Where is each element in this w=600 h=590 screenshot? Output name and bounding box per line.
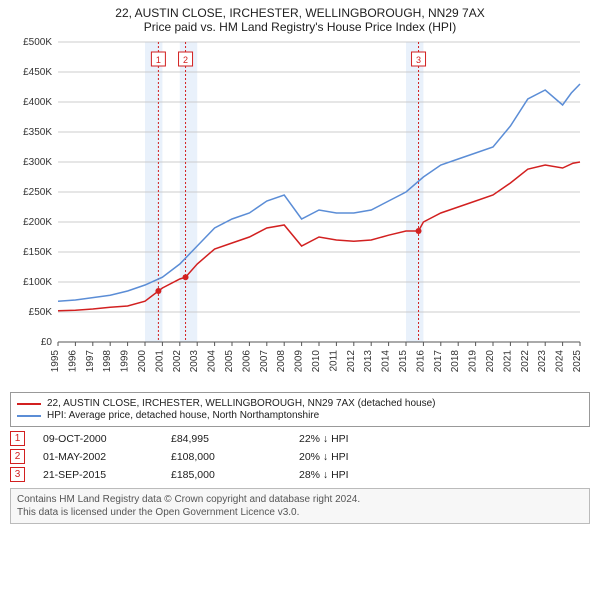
x-tick-label: 2024: [555, 350, 566, 373]
transaction-diff: 28% ↓ HPI: [299, 469, 409, 481]
x-tick-label: 2007: [259, 350, 270, 373]
transaction-diff: 20% ↓ HPI: [299, 451, 409, 463]
x-tick-label: 2012: [346, 350, 357, 373]
x-tick-label: 2006: [241, 350, 252, 373]
chart-area: £0 £50K £100K £150K £200K £250K £300K £350K £400…: [10, 36, 590, 386]
footer-line1: Contains HM Land Registry data © Crown c…: [17, 493, 583, 506]
chart-title-line1: 22, AUSTIN CLOSE, IRCHESTER, WELLINGBORO…: [0, 6, 600, 20]
legend-row: 22, AUSTIN CLOSE, IRCHESTER, WELLINGBORO…: [17, 398, 583, 409]
transactions-table: 1 09-OCT-2000 £84,995 22% ↓ HPI 2 01-MAY-2002…: [10, 431, 590, 482]
transaction-marker: 1: [10, 431, 25, 446]
x-tick-label: 2022: [520, 350, 531, 373]
marker-num: 1: [156, 55, 161, 65]
x-tick-label: 2000: [137, 350, 148, 373]
y-tick-label: £350K: [23, 127, 52, 138]
x-tick-label: 2003: [189, 350, 200, 373]
y-tick-label: £300K: [23, 157, 52, 168]
x-tick-label: 1998: [102, 350, 113, 373]
marker-dot: [416, 228, 422, 234]
y-tick-label: £250K: [23, 187, 52, 198]
x-tick-label: 2025: [572, 350, 583, 373]
series-hpi: [58, 84, 580, 301]
y-tick-label: £100K: [23, 277, 52, 288]
chart-svg: £0 £50K £100K £150K £200K £250K £300K £350K £400…: [10, 36, 590, 386]
y-tick-label: £400K: [23, 97, 52, 108]
x-tick-label: 2014: [381, 350, 392, 373]
x-tick-label: 2015: [398, 350, 409, 373]
marker-dot: [155, 288, 161, 294]
x-tick-label: 2017: [433, 350, 444, 373]
footer-line2: This data is licensed under the Open Gov…: [17, 506, 583, 519]
legend-row: HPI: Average price, detached house, Nort…: [17, 410, 583, 421]
chart-title-block: 22, AUSTIN CLOSE, IRCHESTER, WELLINGBORO…: [0, 0, 600, 36]
x-tick-label: 2021: [502, 350, 513, 373]
legend-swatch: [17, 403, 41, 405]
x-tick-label: 2010: [311, 350, 322, 373]
transaction-date: 09-OCT-2000: [43, 433, 153, 445]
y-tick-label: £500K: [23, 37, 52, 48]
x-tick-label: 2002: [172, 350, 183, 373]
legend-label: HPI: Average price, detached house, Nort…: [47, 410, 319, 421]
transaction-price: £185,000: [171, 469, 281, 481]
x-tick-label: 2020: [485, 350, 496, 373]
transaction-price: £108,000: [171, 451, 281, 463]
x-tick-label: 2008: [276, 350, 287, 373]
marker-num: 3: [416, 55, 421, 65]
transaction-price: £84,995: [171, 433, 281, 445]
y-tick-label: £450K: [23, 67, 52, 78]
transaction-date: 01-MAY-2002: [43, 451, 153, 463]
x-tick-label: 1996: [67, 350, 78, 373]
x-tick-label: 2023: [537, 350, 548, 373]
x-tick-label: 2001: [154, 350, 165, 373]
marker-dot: [183, 274, 189, 280]
transaction-marker: 3: [10, 467, 25, 482]
x-tick-label: 2013: [363, 350, 374, 373]
x-tick-label: 2009: [294, 350, 305, 373]
x-tick-label: 2018: [450, 350, 461, 373]
x-tick-label: 1995: [50, 350, 61, 373]
y-tick-label: £150K: [23, 247, 52, 258]
y-tick-label: £0: [41, 337, 53, 348]
marker-num: 2: [183, 55, 188, 65]
legend-box: 22, AUSTIN CLOSE, IRCHESTER, WELLINGBORO…: [10, 392, 590, 427]
transaction-diff: 22% ↓ HPI: [299, 433, 409, 445]
attribution-footer: Contains HM Land Registry data © Crown c…: [10, 488, 590, 524]
transaction-row: 1 09-OCT-2000 £84,995 22% ↓ HPI: [10, 431, 590, 446]
transaction-date: 21-SEP-2015: [43, 469, 153, 481]
y-tick-label: £200K: [23, 217, 52, 228]
x-tick-label: 2011: [328, 350, 339, 372]
transaction-row: 3 21-SEP-2015 £185,000 28% ↓ HPI: [10, 467, 590, 482]
chart-title-line2: Price paid vs. HM Land Registry's House …: [0, 20, 600, 34]
x-tick-label: 2005: [224, 350, 235, 373]
legend-swatch: [17, 415, 41, 417]
x-tick-label: 1999: [120, 350, 131, 373]
x-tick-label: 2004: [207, 350, 218, 373]
y-tick-label: £50K: [29, 307, 53, 318]
transaction-marker: 2: [10, 449, 25, 464]
x-tick-label: 1997: [85, 350, 96, 373]
x-tick-label: 2016: [415, 350, 426, 373]
legend-label: 22, AUSTIN CLOSE, IRCHESTER, WELLINGBORO…: [47, 398, 435, 409]
x-tick-label: 2019: [468, 350, 479, 373]
transaction-row: 2 01-MAY-2002 £108,000 20% ↓ HPI: [10, 449, 590, 464]
